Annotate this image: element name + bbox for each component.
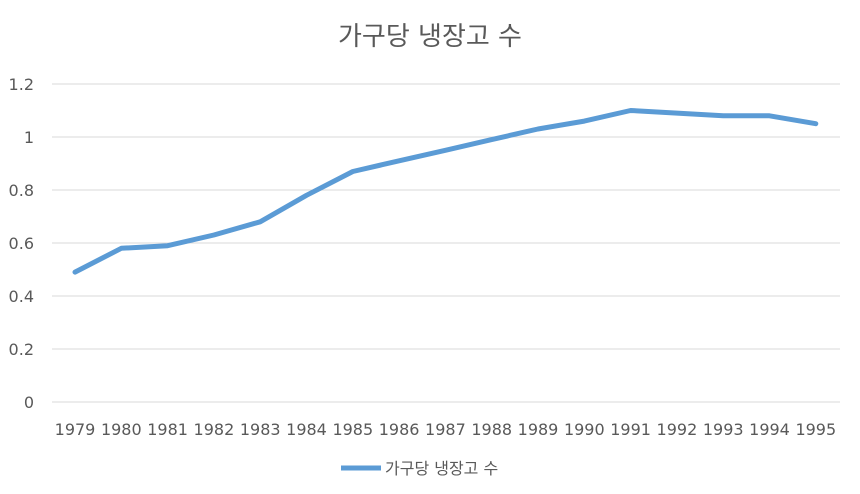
series-layer [72,108,819,275]
x-tick-label: 1995 [795,420,836,439]
x-tick-label: 1982 [194,420,235,439]
x-tick-label: 1984 [286,420,327,439]
x-tick-label: 1986 [379,420,420,439]
x-tick-label: 1987 [425,420,466,439]
legend: 가구당 냉장고 수 [341,459,498,478]
x-axis-ticks: 1979 1980 1981 1982 1983 1984 1985 1986 1987 1988… [55,420,837,439]
x-tick-label: 1981 [147,420,188,439]
x-tick-label: 1992 [657,420,698,439]
y-tick-label: 0.8 [9,181,34,200]
y-tick-label: 0.4 [9,287,34,306]
x-tick-label: 1990 [564,420,605,439]
y-tick-label: 0.2 [9,340,34,359]
x-tick-label: 1989 [518,420,559,439]
x-tick-label: 1979 [55,420,96,439]
y-tick-label: 0.6 [9,234,34,253]
chart-title: 가구당 냉장고 수 [338,22,522,52]
series-line [72,108,819,275]
legend-label: 가구당 냉장고 수 [385,459,498,478]
x-tick-label: 1993 [703,420,744,439]
x-tick-label: 1983 [240,420,281,439]
x-tick-label: 1988 [471,420,512,439]
x-tick-label: 1985 [332,420,373,439]
y-tick-label: 1 [24,128,34,147]
y-tick-label: 1.2 [9,75,34,94]
y-tick-label: 0 [24,393,34,412]
x-tick-label: 1994 [749,420,790,439]
x-tick-label: 1980 [101,420,142,439]
y-axis-ticks: 0 0.2 0.4 0.6 0.8 1 1.2 [9,75,34,412]
x-tick-label: 1991 [610,420,651,439]
